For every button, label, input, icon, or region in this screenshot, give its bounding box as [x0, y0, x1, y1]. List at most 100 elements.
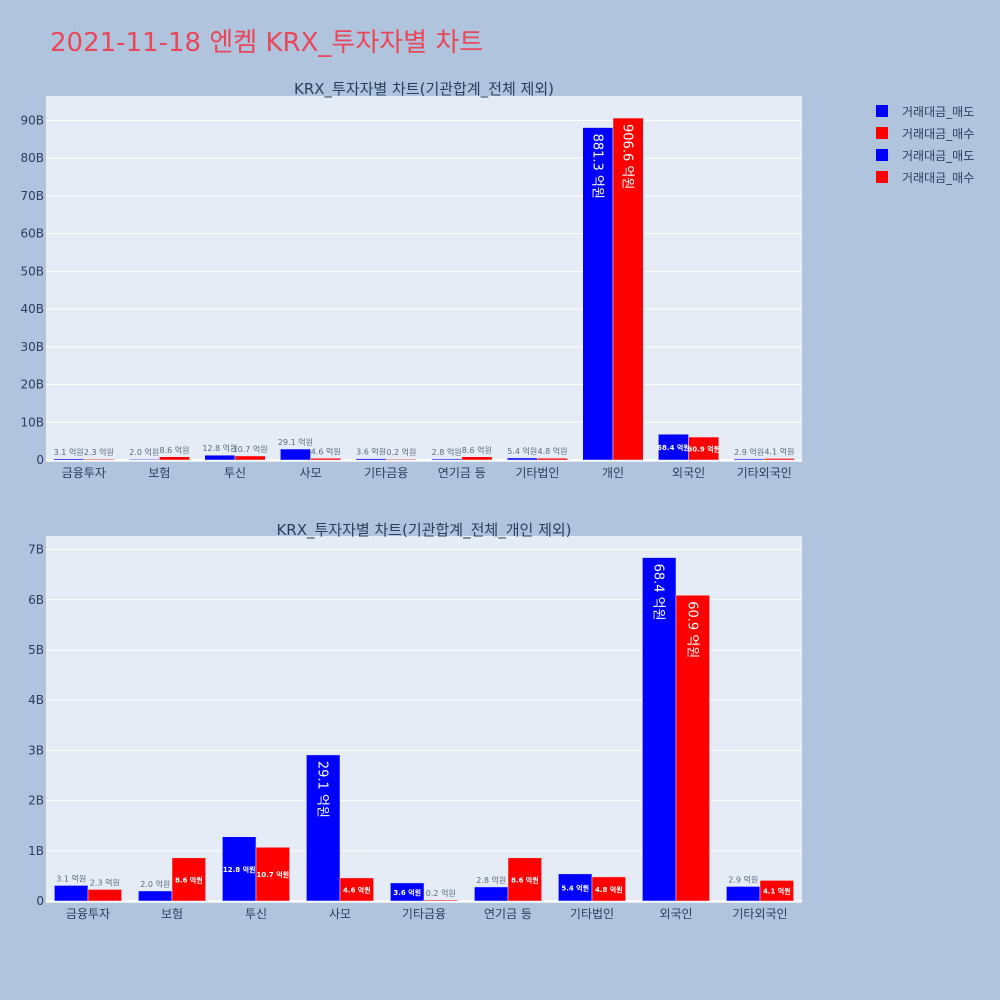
bar-value-label: 2.3 억원 [84, 447, 114, 457]
y-tick-label: 30B [20, 340, 44, 354]
bar-value-label: 3.1 억원 [56, 873, 86, 883]
bar-value-label: 4.8 억원 [595, 885, 623, 894]
y-tick-label: 5B [28, 643, 44, 657]
page-title: 2021-11-18 엔켐 KRX_투자자별 차트 [50, 28, 484, 58]
bar [255, 847, 290, 902]
bar-value-label: 8.6 억원 [462, 445, 492, 455]
bar [83, 458, 115, 461]
bar-value-label: 5.4 억원 [561, 883, 589, 892]
bar-value-label: 60.9 억원 [684, 601, 699, 658]
y-tick-label: 20B [20, 378, 44, 392]
x-tick-label: 기타금융 [364, 466, 408, 480]
bar-value-label: 10.7 억원 [257, 870, 290, 879]
bar [159, 456, 190, 461]
y-tick-label: 80B [20, 151, 44, 165]
bar [423, 899, 458, 902]
y-tick-label: 4B [28, 693, 44, 707]
bar-value-label: 0.2 억원 [426, 888, 456, 898]
bar-value-label: 3.1 억원 [54, 447, 84, 457]
y-tick-label: 90B [20, 114, 44, 128]
bar-value-label: 5.4 억원 [507, 446, 537, 456]
bar [558, 873, 593, 902]
bar [506, 457, 538, 461]
legend-item-buy-2[interactable]: 거래대금_매수 [870, 166, 995, 188]
y-tick-label: 60B [20, 227, 44, 241]
y-tick-label: 50B [20, 264, 44, 278]
y-tick-label: 0 [36, 894, 44, 908]
bar-value-label: 2.9 억원 [734, 447, 764, 457]
bar [87, 889, 122, 902]
bar-value-label: 2.8 억원 [432, 447, 462, 457]
legend-label: 거래대금_매도 [902, 104, 975, 119]
bar [675, 594, 710, 902]
legend-label: 거래대금_매수 [902, 170, 975, 185]
legend-swatch-blue [876, 149, 888, 161]
x-tick-label: 보험 [148, 466, 170, 480]
bar [355, 458, 387, 461]
bar [306, 754, 341, 902]
legend-swatch-red [876, 127, 888, 139]
bar [658, 433, 689, 461]
legend-label: 거래대금_매수 [902, 126, 975, 141]
bar [171, 857, 206, 902]
bar [310, 458, 342, 461]
x-tick-label: 사모 [329, 907, 351, 921]
bar [537, 457, 568, 461]
bar [507, 857, 542, 902]
bar-value-label: 2.0 억원 [140, 879, 170, 889]
y-tick-label: 10B [20, 415, 44, 429]
bar-value-label: 4.1 억원 [763, 887, 791, 896]
y-tick-label: 70B [20, 189, 44, 203]
bar [54, 885, 89, 902]
bar-value-label: 8.6 억원 [175, 875, 203, 884]
x-tick-label: 보험 [161, 907, 183, 921]
bar-value-label: 8.6 억원 [511, 875, 539, 884]
bar-value-label: 12.8 억원 [202, 443, 237, 453]
bar [763, 458, 795, 461]
x-tick-label: 기타법인 [515, 466, 559, 480]
legend-item-buy-1[interactable]: 거래대금_매수 [870, 122, 995, 144]
bar [138, 890, 173, 902]
legend-item-sell-1[interactable]: 거래대금_매도 [870, 100, 995, 122]
x-tick-label: 외국인 [659, 907, 692, 921]
x-tick-label: 기타법인 [570, 907, 614, 921]
bar [234, 455, 266, 461]
x-tick-label: 금융투자 [62, 466, 106, 480]
x-tick-label: 연기금 등 [484, 907, 532, 921]
y-tick-label: 6B [28, 593, 44, 607]
legend: 거래대금_매도 거래대금_매수 거래대금_매도 거래대금_매수 [870, 100, 995, 188]
bar [726, 886, 761, 902]
x-tick-label: 투신 [224, 466, 246, 480]
x-tick-label: 기타외국인 [737, 466, 792, 480]
bar-value-label: 881.3 억원 [589, 134, 604, 199]
bar-value-label: 68.4 억원 [651, 564, 666, 621]
bar-value-label: 2.9 억원 [728, 874, 758, 884]
y-tick-label: 7B [28, 543, 44, 557]
x-tick-label: 투신 [245, 907, 267, 921]
bar-value-label: 2.0 억원 [129, 447, 159, 457]
bar [759, 880, 794, 902]
bar-value-label: 4.1 억원 [764, 446, 794, 456]
bar [733, 458, 765, 461]
legend-swatch-red [876, 171, 888, 183]
bar [339, 877, 374, 902]
bar [204, 454, 236, 461]
bar [385, 458, 417, 461]
bar [612, 117, 644, 461]
y-tick-label: 3B [28, 743, 44, 757]
chart-title: KRX_투자자별 차트(기관합계_전체_개인 제외) [276, 521, 571, 540]
x-tick-label: 기타외국인 [732, 907, 787, 921]
bar [688, 436, 720, 461]
bar-value-label: 12.8 억원 [223, 865, 256, 874]
bar-value-label: 4.6 억원 [311, 446, 341, 456]
x-tick-label: 외국인 [672, 466, 705, 480]
bar-value-label: 8.6 억원 [160, 445, 190, 455]
chart-title: KRX_투자자별 차트(기관합계_전체 제외) [294, 80, 554, 99]
y-tick-label: 2B [28, 794, 44, 808]
bar-value-label: 3.6 억원 [356, 447, 386, 457]
y-tick-label: 0 [36, 453, 44, 467]
x-tick-label: 금융투자 [66, 907, 110, 921]
bar-value-label: 60.9 억원 [687, 445, 720, 454]
legend-item-sell-2[interactable]: 거래대금_매도 [870, 144, 995, 166]
